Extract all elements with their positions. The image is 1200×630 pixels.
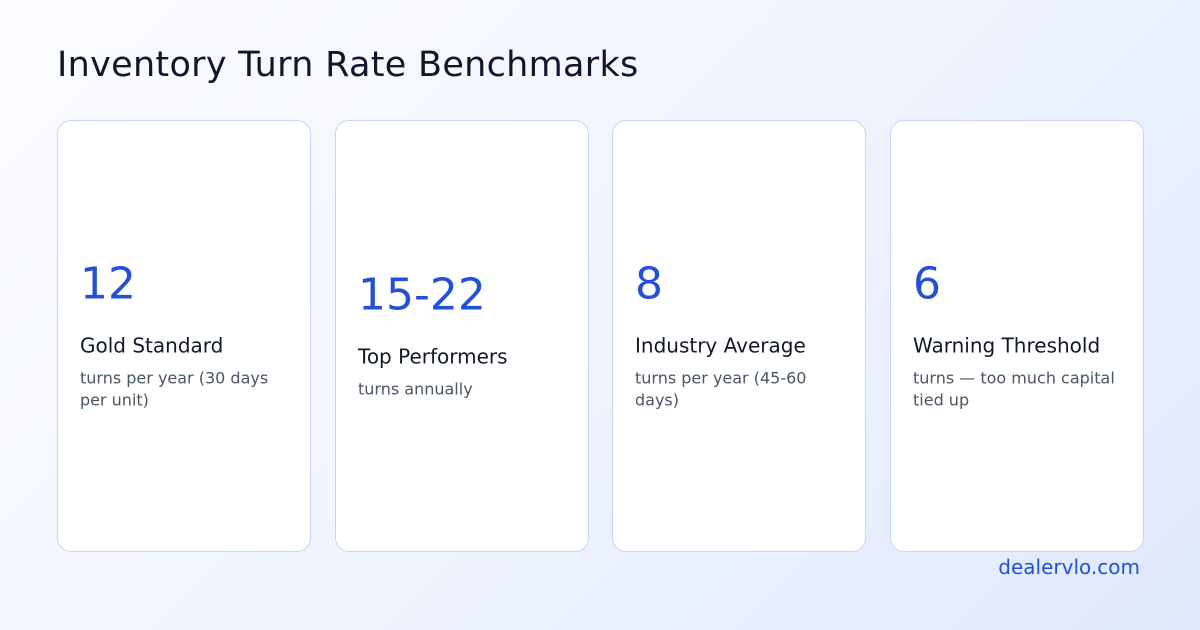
stat-description: turns — too much capital tied up	[913, 368, 1115, 410]
stat-value: 6	[913, 258, 941, 310]
stat-label: Top Performers	[358, 344, 508, 369]
benchmark-card-industry-average: 8 Industry Average turns per year (45-60…	[612, 120, 866, 552]
benchmark-card-warning-threshold: 6 Warning Threshold turns — too much cap…	[890, 120, 1144, 552]
card-body: 15-22 Top Performers turns annually	[358, 269, 566, 401]
stat-value: 8	[635, 258, 663, 310]
benchmark-card-gold-standard: 12 Gold Standard turns per year (30 days…	[57, 120, 311, 552]
stat-description: turns per year (45-60 days)	[635, 368, 807, 410]
card-body: 8 Industry Average turns per year (45-60…	[635, 258, 843, 412]
benchmark-card-top-performers: 15-22 Top Performers turns annually	[335, 120, 589, 552]
stat-label: Industry Average	[635, 333, 806, 358]
brand-url: dealervlo.com	[998, 555, 1140, 579]
card-body: 12 Gold Standard turns per year (30 days…	[80, 258, 288, 412]
stat-value: 12	[80, 258, 136, 310]
stat-description: turns per year (30 days per unit)	[80, 368, 269, 410]
card-body: 6 Warning Threshold turns — too much cap…	[913, 258, 1121, 412]
stat-description: turns annually	[358, 379, 473, 399]
stat-label: Warning Threshold	[913, 333, 1101, 358]
stat-label: Gold Standard	[80, 333, 224, 358]
stat-value: 15-22	[358, 269, 486, 321]
page-title: Inventory Turn Rate Benchmarks	[57, 45, 639, 85]
